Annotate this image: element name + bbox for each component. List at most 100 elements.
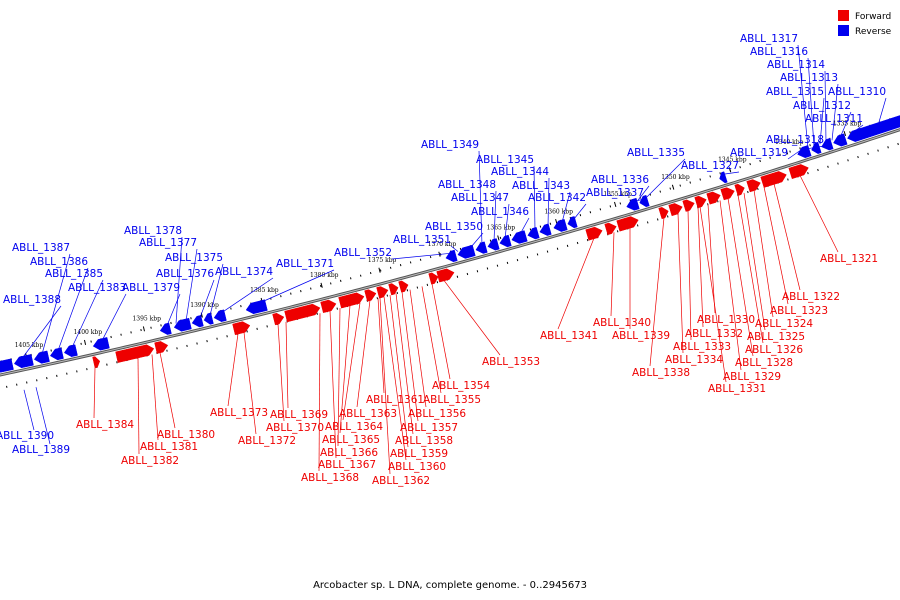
reverse-gene-arrow [33, 350, 50, 364]
minor-tick-top [659, 190, 662, 193]
minor-tick-bottom [717, 200, 719, 203]
leader-line-abll-1350 [469, 232, 484, 249]
forward-gene-arrow [436, 268, 455, 283]
reverse-gene-arrow [553, 218, 568, 232]
minor-tick-bottom [526, 256, 529, 259]
legend-reverse-label: Reverse [855, 27, 892, 37]
gene-label-abll-1383: ABLL_1383 [68, 282, 126, 294]
gene-label-abll-1364: ABLL_1364 [325, 421, 383, 433]
gene-label-abll-1315: ABLL_1315 [766, 86, 824, 98]
tick-label-9: 1380 kbp [310, 272, 339, 279]
minor-tick-bottom [426, 283, 429, 286]
leader-line-abll-1334 [677, 213, 684, 354]
gene-label-abll-1323: ABLL_1323 [770, 305, 828, 317]
reverse-gene-arrow [13, 354, 34, 369]
gene-label-abll-1326: ABLL_1326 [745, 344, 803, 356]
tick-label-3: 1350 kbp [661, 174, 690, 181]
minor-tick-top [529, 228, 532, 231]
backbone-highlight [0, 129, 900, 376]
leader-line-abll-1329 [719, 200, 742, 371]
leader-line-abll-1310 [877, 97, 887, 126]
leader-line-abll-1315 [819, 97, 825, 145]
major-tick [83, 339, 87, 345]
gene-label-abll-1349: ABLL_1349 [421, 139, 479, 151]
minor-tick-top [809, 144, 811, 147]
tick-label-7: 1370 kbp [428, 241, 457, 248]
forward-gene-arrow [376, 286, 389, 299]
forward-gene-arrow [388, 283, 399, 296]
minor-tick-top [499, 236, 502, 239]
minor-tick-top [609, 205, 612, 208]
leader-line-abll-1387 [41, 253, 71, 355]
tick-label-12: 1395 kbp [132, 316, 161, 323]
leader-line-abll-1347 [504, 203, 510, 239]
gene-label-abll-1338: ABLL_1338 [632, 367, 690, 379]
leader-line-abll-1354 [431, 283, 451, 380]
minor-tick-top [379, 269, 382, 272]
reverse-gene-arrow [49, 347, 64, 361]
gene-label-abll-1351: ABLL_1351 [393, 234, 451, 246]
forward-gene-arrow [616, 216, 639, 232]
gene-label-abll-1363: ABLL_1363 [339, 408, 397, 420]
gene-label-abll-1333: ABLL_1333 [673, 341, 731, 353]
leader-line-abll-1379 [166, 293, 181, 326]
minor-tick-top [599, 208, 602, 211]
forward-gene-arrow [746, 179, 761, 193]
leader-line-abll-1368 [318, 313, 321, 472]
reverse-gene-arrow [0, 358, 14, 373]
minor-tick-top [459, 247, 462, 251]
minor-tick-top [739, 166, 741, 169]
leader-line-abll-1319 [787, 150, 801, 160]
minor-tick-top [419, 258, 422, 261]
forward-gene-arrow [272, 312, 285, 326]
gene-label-abll-1350: ABLL_1350 [425, 221, 483, 233]
leader-line-abll-1341 [557, 238, 595, 330]
leader-line-abll-1338 [649, 217, 665, 367]
gene-label-abll-1368: ABLL_1368 [301, 472, 359, 484]
leader-line-abll-1377 [185, 248, 198, 322]
minor-tick-bottom [496, 264, 499, 267]
gene-label-abll-1318: ABLL_1318 [766, 134, 824, 146]
forward-gene-arrow [428, 272, 439, 285]
leader-line-abll-1323 [763, 186, 789, 305]
gene-label-abll-1360: ABLL_1360 [388, 461, 446, 473]
leader-line-abll-1328 [727, 197, 754, 357]
leader-line-abll-1363 [356, 300, 371, 408]
gene-label-abll-1346: ABLL_1346 [471, 206, 529, 218]
gene-label-abll-1380: ABLL_1380 [157, 429, 215, 441]
gene-label-abll-1371: ABLL_1371 [276, 258, 334, 270]
gene-label-abll-1312: ABLL_1312 [793, 100, 851, 112]
reverse-gene-arrow [191, 315, 204, 328]
gene-label-abll-1340: ABLL_1340 [593, 317, 651, 329]
tick-label-1: 1340 kbp [775, 139, 804, 146]
gene-label-abll-1367: ABLL_1367 [318, 459, 376, 471]
minor-tick-top [789, 150, 791, 153]
forward-gene-arrow [232, 321, 251, 336]
gene-label-abll-1339: ABLL_1339 [612, 330, 670, 342]
minor-tick-top [719, 172, 721, 175]
minor-tick-bottom [436, 281, 439, 284]
gene-label-abll-1355: ABLL_1355 [423, 394, 481, 406]
reverse-gene-arrow [475, 241, 488, 254]
leader-line-abll-1357 [401, 291, 419, 422]
leader-line-abll-1333 [687, 210, 692, 341]
reverse-gene-arrow [527, 226, 540, 240]
minor-tick-bottom [887, 146, 889, 149]
minor-tick-bottom [506, 261, 509, 265]
leader-line-abll-1318 [803, 145, 825, 150]
minor-tick-top [619, 202, 622, 205]
leader-line-abll-1311 [849, 124, 864, 135]
reverse-gene-arrow [719, 171, 728, 184]
reverse-gene-arrow [213, 309, 227, 322]
leader-line-abll-1330 [707, 204, 716, 314]
reverse-gene-arrow [203, 312, 214, 325]
minor-tick-top [799, 147, 801, 150]
minor-tick-top [389, 266, 392, 269]
forward-gene-arrow [760, 171, 787, 188]
tick-label-0: 1335 kbp [833, 120, 862, 127]
major-tick [497, 235, 500, 241]
forward-gene-arrow [788, 164, 809, 180]
gene-label-abll-1341: ABLL_1341 [540, 330, 598, 342]
forward-gene-arrow [720, 187, 735, 201]
tick-label-5: 1360 kbp [544, 208, 573, 215]
